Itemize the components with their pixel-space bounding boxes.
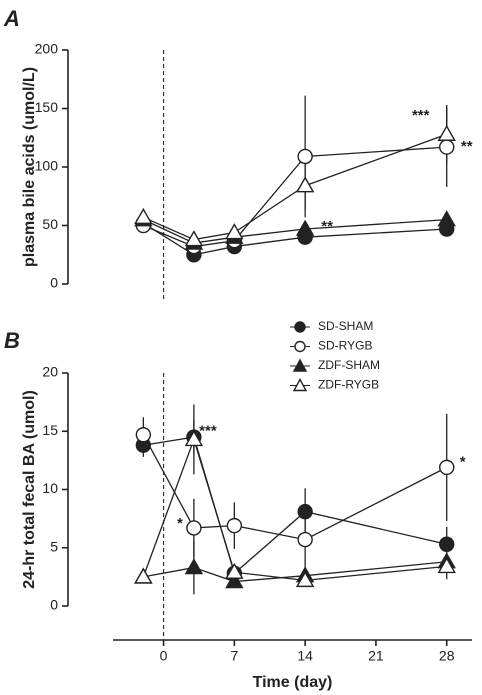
marker [297, 503, 313, 520]
annotation: ** [321, 218, 333, 235]
legend-marker [292, 378, 308, 392]
y-tick-label: 50 [42, 216, 58, 232]
series-line [143, 436, 447, 575]
y-tick-label: 100 [35, 158, 59, 174]
annotation: ** [461, 138, 473, 155]
annotation: *** [412, 107, 430, 124]
x-tick-label: 14 [297, 648, 313, 664]
y-tick-label: 200 [35, 41, 59, 57]
marker [295, 176, 315, 193]
legend-marker [294, 340, 306, 353]
panel-label: A [3, 6, 20, 31]
x-tick-label: 28 [439, 648, 455, 664]
marker [184, 230, 204, 247]
legend-label: ZDF-SHAM [318, 358, 380, 372]
marker [439, 139, 455, 155]
marker [437, 556, 456, 574]
series-line [142, 437, 447, 582]
marker [134, 207, 153, 225]
y-axis-label: plasma bile acids (umol/L) [21, 67, 38, 267]
marker [439, 459, 455, 476]
marker [297, 531, 313, 548]
x-tick-label: 21 [368, 648, 384, 664]
marker [437, 124, 456, 141]
y-tick-label: 150 [35, 99, 59, 115]
marker [437, 210, 456, 227]
y-tick-label: 5 [50, 538, 58, 554]
marker [295, 219, 315, 236]
marker [135, 427, 152, 443]
marker [134, 567, 153, 584]
marker [225, 572, 244, 589]
marker [295, 570, 315, 588]
x-axis-label: Time (day) [253, 674, 333, 691]
marker [439, 536, 455, 552]
y-tick-label: 10 [42, 480, 58, 496]
y-tick-label: 0 [50, 275, 58, 291]
marker [226, 517, 243, 534]
y-tick-label: 20 [42, 364, 58, 380]
annotation: *** [199, 422, 217, 439]
marker [225, 223, 244, 240]
legend-marker [294, 321, 306, 333]
marker [184, 429, 204, 447]
marker [297, 148, 313, 165]
x-tick-label: 7 [230, 648, 238, 664]
y-tick-label: 0 [50, 597, 58, 613]
marker [184, 558, 204, 575]
marker [186, 520, 202, 536]
marker [225, 562, 244, 579]
annotation: * [460, 453, 466, 470]
legend-label: SD-RYGB [318, 339, 372, 353]
x-tick-label: 0 [160, 648, 168, 664]
legend-label: ZDF-RYGB [318, 378, 379, 392]
legend-label: SD-SHAM [318, 319, 373, 333]
panel-label: B [4, 328, 20, 353]
y-axis-label: 24-hr total fecal BA (umol) [21, 390, 38, 589]
y-tick-label: 15 [42, 422, 58, 438]
legend-marker [292, 358, 308, 372]
annotation: * [177, 515, 183, 532]
